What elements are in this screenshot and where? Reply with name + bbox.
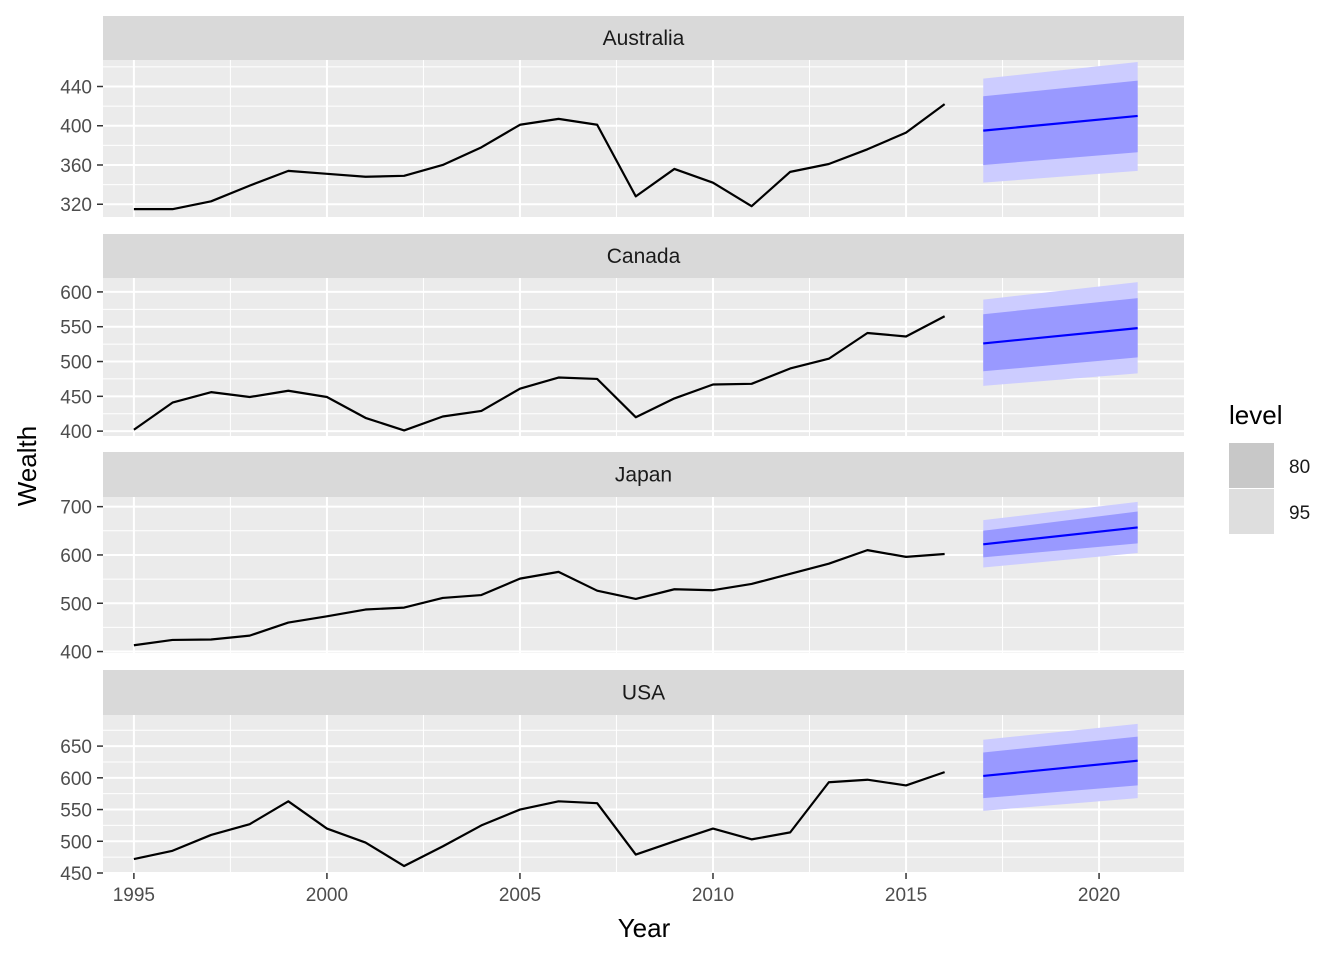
y-axis-title: Wealth [12,426,42,506]
forecast-mean-line-australia [983,114,1138,132]
y-tick-label: 400 [60,422,92,443]
x-tick-label: 2000 [306,885,348,906]
legend-key-95 [1229,489,1274,534]
y-tick-label: 500 [60,832,92,853]
y-tick-label: 700 [60,498,92,519]
y-tick-label: 550 [60,801,92,822]
x-tick-label: 1995 [113,885,155,906]
forecast-mean-line-japan [983,526,1138,546]
y-tick-label: 450 [60,864,92,885]
facet-usa: USA 450 500 550 600 650 [60,670,1184,885]
y-tick-label: 450 [60,387,92,408]
history-line-canada [133,315,946,432]
facet-australia: Australia 320 360 400 440 [60,16,1184,217]
facet-strip-usa [103,670,1184,715]
y-tick-label: 600 [60,769,92,790]
legend-title: level [1229,400,1282,430]
legend-key-80 [1229,443,1274,488]
y-tick-label: 600 [60,283,92,304]
y-tick-label: 550 [60,318,92,339]
x-tick-label: 2005 [499,885,541,906]
facet-panels: Australia 320 360 400 440 Canada 400 450 500 550 6… [60,16,1184,885]
legend-label-95: 95 [1289,503,1310,524]
history-line-australia [133,103,946,211]
legend-label-80: 80 [1289,457,1310,478]
facet-canada: Canada 400 450 500 550 600 [60,234,1184,443]
y-tick-label: 400 [60,643,92,664]
x-axis-title: Year [618,913,671,943]
facet-strip-japan [103,452,1184,497]
facet-strip-label-australia: Australia [603,27,685,50]
y-tick-label: 500 [60,594,92,615]
facet-strip-canada [103,234,1184,278]
y-tick-label: 360 [60,156,92,177]
y-tick-label: 650 [60,737,92,758]
facet-strip-label-canada: Canada [607,245,681,268]
forecast-band-80-japan [983,511,1138,558]
y-tick-label: 440 [60,77,92,98]
forecast-mean-line-usa [983,759,1138,778]
facet-japan: Japan 400 500 600 700 [60,452,1184,664]
x-tick-label: 2015 [885,885,927,906]
history-line-usa [133,771,945,868]
x-axis: 1995 2000 2005 2010 2015 2020 [113,873,1120,906]
legend: level 80 95 [1229,400,1310,534]
x-tick-label: 2010 [692,885,734,906]
facet-strip-australia [103,16,1184,60]
forecast-mean-line-canada [983,327,1138,345]
y-tick-label: 320 [60,195,92,216]
facet-strip-label-usa: USA [622,682,665,705]
y-tick-label: 400 [60,117,92,138]
facet-strip-label-japan: Japan [615,464,672,487]
y-tick-label: 600 [60,546,92,567]
history-line-japan [133,549,945,647]
x-tick-label: 2020 [1078,885,1120,906]
y-tick-label: 500 [60,353,92,374]
